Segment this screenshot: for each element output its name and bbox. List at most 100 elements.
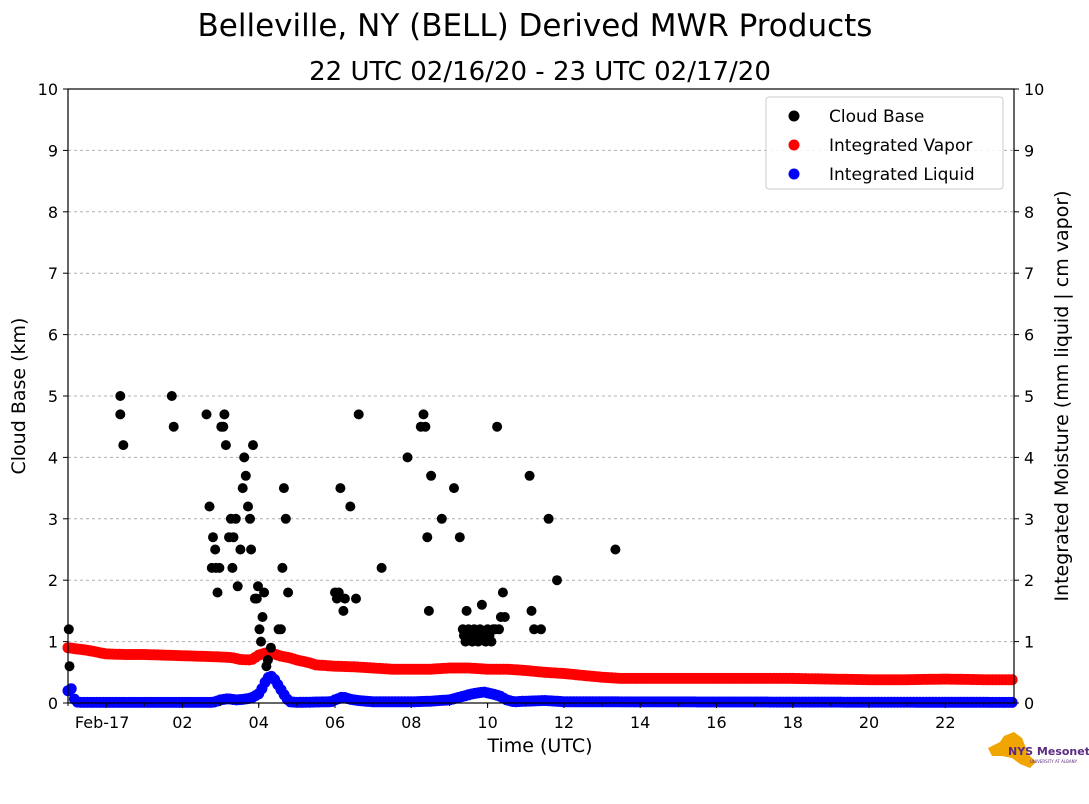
cloud-base-point	[277, 562, 288, 573]
cloud-base-point	[246, 544, 257, 555]
vapor-point	[1006, 674, 1018, 686]
legend-box	[765, 96, 1004, 190]
legend-label-integrated-liquid: Integrated Liquid	[829, 165, 975, 185]
x-tick-label: 08	[401, 713, 421, 732]
legend-marker-integrated-liquid	[788, 168, 800, 180]
x-axis: Feb-17 02 04 06 08 10 12 14 16 18 20 22	[67, 703, 984, 732]
y-axis-right-label: Integrated Moisture (mm liquid | cm vapo…	[1051, 190, 1073, 601]
cloud-base-point	[492, 421, 503, 432]
y-tick-label: 4	[48, 448, 58, 467]
cloud-base-point	[239, 452, 250, 463]
x-tick-label: 20	[859, 713, 879, 732]
cloud-base-point	[524, 470, 535, 481]
cloud-base-point	[115, 409, 126, 420]
x-tick-label: 18	[783, 713, 803, 732]
y-axis-right: 0 1 2 3 4 5 6 7 8 9 10	[1014, 80, 1044, 713]
x-tick-label: 12	[554, 713, 574, 732]
y-tick-label: 10	[38, 80, 58, 99]
cloud-base-point	[212, 587, 223, 598]
integrated-vapor-series	[62, 642, 1018, 686]
logo-subtext: UNIVERSITY AT ALBANY	[1030, 759, 1078, 764]
cloud-base-point	[543, 513, 554, 524]
x-tick-label: 22	[935, 713, 955, 732]
cloud-base-point	[420, 421, 431, 432]
cloud-base-point	[526, 605, 537, 616]
cloud-base-point	[454, 532, 465, 543]
logo-text: NYS Mesonet	[1008, 745, 1089, 758]
cloud-base-point	[115, 391, 126, 401]
cloud-base-point	[237, 483, 248, 494]
cloud-base-point	[208, 532, 218, 543]
cloud-base-point	[280, 513, 291, 524]
y-tick-label-right: 5	[1024, 387, 1034, 406]
cloud-base-point	[262, 655, 273, 665]
cloud-base-point	[257, 612, 268, 622]
cloud-base-point	[227, 562, 238, 573]
cloud-base-point	[499, 612, 510, 622]
cloud-base-point	[243, 501, 253, 512]
cloud-base-point	[275, 624, 286, 635]
chart-title: Belleville, NY (BELL) Derived MWR Produc…	[198, 8, 873, 44]
cloud-base-series	[63, 391, 621, 672]
cloud-base-point	[259, 587, 270, 598]
y-axis-left-label: Cloud Base (km)	[8, 318, 30, 475]
cloud-base-point	[248, 440, 258, 451]
cloud-base-point	[335, 483, 346, 494]
cloud-base-point	[339, 593, 350, 604]
cloud-base-point	[254, 624, 265, 635]
cloud-base-point	[536, 624, 546, 635]
y-tick-label: 9	[48, 141, 58, 160]
legend-label-cloud-base: Cloud Base	[829, 107, 924, 127]
cloud-base-point	[476, 599, 487, 610]
cloud-base-point	[376, 562, 387, 573]
cloud-base-point	[610, 544, 621, 555]
cloud-base-point	[228, 532, 239, 543]
y-tick-label-right: 6	[1024, 326, 1034, 345]
cloud-base-point	[422, 532, 433, 543]
cloud-base-point	[63, 624, 74, 635]
legend-marker-cloud-base	[788, 110, 800, 122]
cloud-base-point	[449, 483, 459, 494]
x-tick-label: 02	[172, 713, 192, 732]
liquid-point	[65, 683, 77, 695]
y-tick-label: 3	[48, 510, 58, 529]
cloud-base-point	[214, 562, 225, 573]
cloud-base-point	[64, 661, 75, 672]
legend-marker-integrated-vapor	[788, 139, 800, 151]
y-tick-label-right: 4	[1024, 448, 1034, 467]
y-tick-label-right: 7	[1024, 264, 1034, 283]
x-tick-label: 14	[630, 713, 650, 732]
x-tick-label: Feb-17	[75, 713, 129, 732]
cloud-base-point	[283, 587, 294, 598]
y-tick-label: 7	[48, 264, 58, 283]
new-york-state-icon	[988, 732, 1036, 768]
x-tick-label: 10	[477, 713, 497, 732]
y-tick-label-right: 0	[1024, 694, 1034, 713]
cloud-base-point	[256, 636, 266, 647]
cloud-base-point	[218, 421, 229, 432]
cloud-base-point	[426, 470, 437, 481]
y-tick-label: 0	[48, 694, 58, 713]
cloud-base-point	[220, 440, 231, 451]
cloud-base-point	[552, 575, 562, 586]
y-tick-label-right: 10	[1024, 80, 1044, 99]
cloud-base-point	[278, 483, 289, 494]
cloud-base-point	[418, 409, 429, 420]
y-tick-label-right: 9	[1024, 141, 1034, 160]
cloud-base-point	[166, 391, 177, 401]
legend-label-integrated-vapor: Integrated Vapor	[829, 136, 972, 156]
cloud-base-point	[232, 581, 243, 592]
cloud-base-point	[436, 513, 447, 524]
y-tick-label-right: 8	[1024, 203, 1034, 222]
cloud-base-point	[338, 605, 349, 616]
cloud-base-point	[529, 624, 540, 635]
cloud-base-point	[245, 513, 255, 524]
cloud-base-point	[494, 624, 504, 635]
x-tick-label: 04	[249, 713, 269, 732]
legend: Cloud Base Integrated Vapor Integrated L…	[765, 96, 1004, 190]
cloud-base-point	[333, 587, 344, 598]
cloud-base-point	[353, 409, 364, 420]
nys-mesonet-logo: NYS Mesonet UNIVERSITY AT ALBANY	[988, 732, 1089, 768]
y-tick-label-right: 2	[1024, 571, 1034, 590]
